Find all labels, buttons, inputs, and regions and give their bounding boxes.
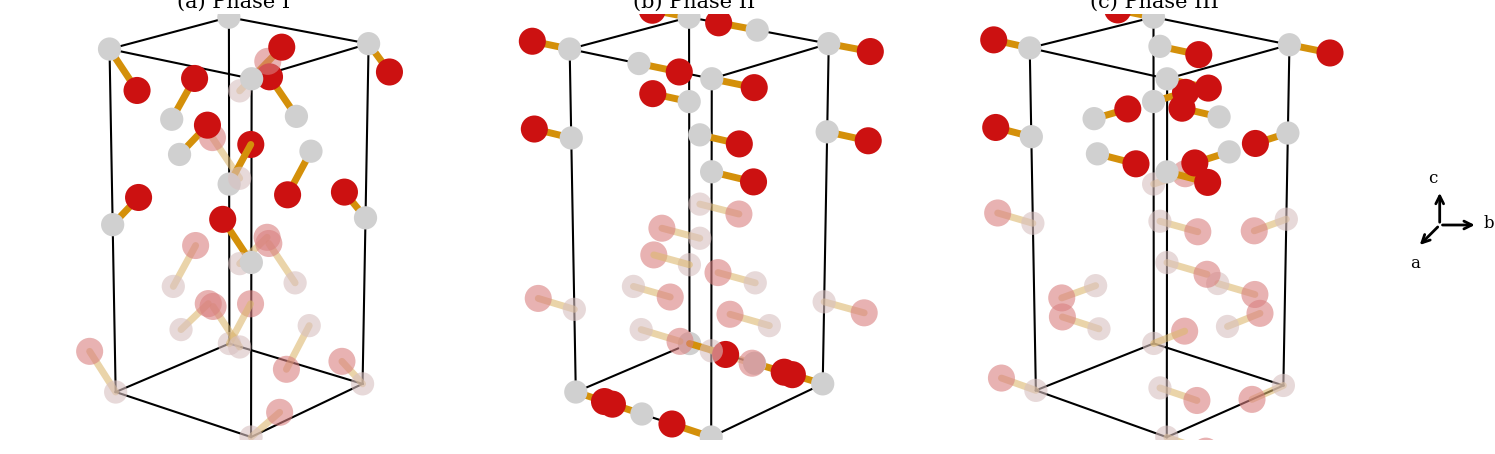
Title: (c) Phase III: (c) Phase III (1090, 0, 1218, 12)
Text: a: a (1410, 255, 1420, 272)
Title: (a) Phase I: (a) Phase I (178, 0, 290, 12)
Text: b: b (1483, 214, 1494, 232)
Title: (b) Phase II: (b) Phase II (632, 0, 755, 12)
Text: c: c (1428, 170, 1437, 187)
